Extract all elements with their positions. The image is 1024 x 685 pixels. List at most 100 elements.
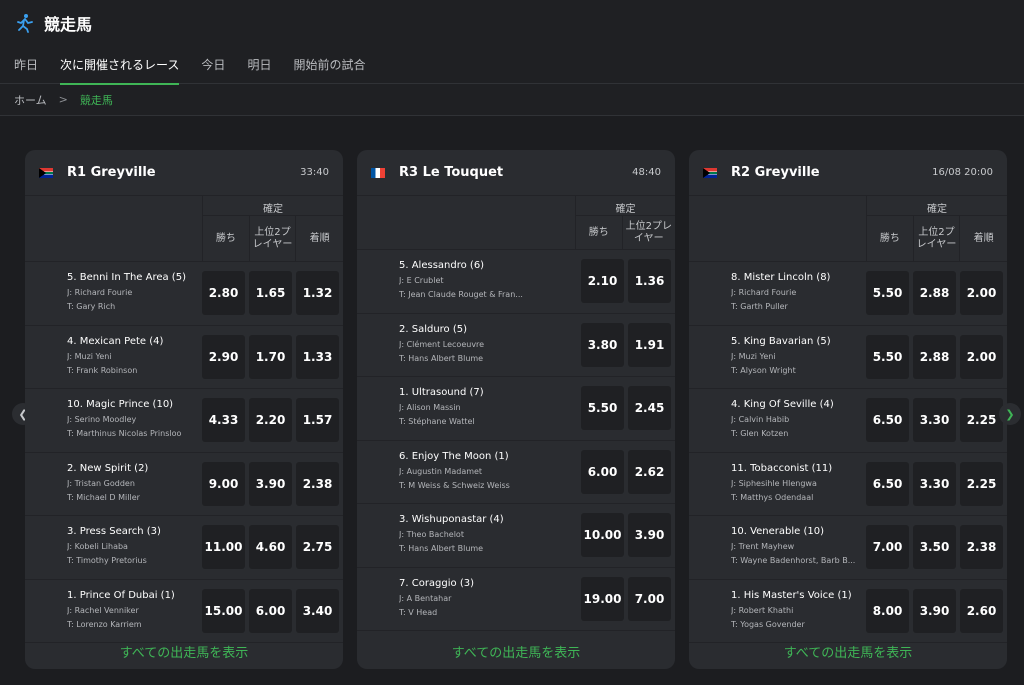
odds-win-button[interactable]: 11.00 xyxy=(202,525,245,570)
odds-top2-button[interactable]: 7.00 xyxy=(628,576,671,621)
odds-top2-button[interactable]: 1.70 xyxy=(249,334,292,379)
odds-place-button[interactable]: 2.25 xyxy=(960,461,1003,506)
tab-bar: 昨日 次に開催されるレース 今日 明日 開始前の試合 xyxy=(0,46,1024,85)
horse-racing-icon xyxy=(14,12,36,34)
runner-trainer: T: V Head xyxy=(399,607,438,617)
runner-name: 1. Prince Of Dubai (1) xyxy=(67,589,175,601)
tab-upcoming[interactable]: 開始前の試合 xyxy=(293,58,366,72)
breadcrumb-home[interactable]: ホーム xyxy=(14,93,47,107)
odds-win-button[interactable]: 15.00 xyxy=(202,588,245,633)
race-card: R2 Greyville 16/08 20:00 確定 勝ち 上位2プレイヤー … xyxy=(689,150,1007,669)
runner-trainer: T: Timothy Pretorius xyxy=(67,556,147,566)
runner-name: 6. Enjoy The Moon (1) xyxy=(399,450,509,462)
tab-tomorrow[interactable]: 明日 xyxy=(247,58,272,72)
odds-place-button[interactable]: 2.25 xyxy=(960,398,1003,443)
odds-win-button[interactable]: 3.80 xyxy=(581,322,624,367)
race-time: 33:40 xyxy=(300,167,329,178)
odds-top2-button[interactable]: 3.30 xyxy=(913,461,956,506)
runner-jockey: J: Clément Lecoeuvre xyxy=(399,339,485,349)
south-africa-flag-icon xyxy=(703,167,717,178)
race-card: R3 Le Touquet 48:40 確定 勝ち 上位2プレイヤー 5. Al… xyxy=(357,150,675,669)
runner-trainer: T: Lorenzo Karriem xyxy=(67,619,142,629)
odds-place-button[interactable]: 1.33 xyxy=(296,334,339,379)
odds-top2-button[interactable]: 1.65 xyxy=(249,271,292,316)
odds-header: 確定 勝ち 上位2プレイヤー 着順 xyxy=(25,196,343,262)
odds-place-button[interactable]: 2.38 xyxy=(296,461,339,506)
odds-top2-button[interactable]: 1.91 xyxy=(628,322,671,367)
odds-place-button[interactable]: 2.00 xyxy=(960,271,1003,316)
odds-top2-button[interactable]: 3.90 xyxy=(249,461,292,506)
odds-win-button[interactable]: 6.00 xyxy=(581,449,624,494)
odds-win-button[interactable]: 5.50 xyxy=(581,386,624,431)
odds-win-button[interactable]: 5.50 xyxy=(866,334,909,379)
odds-top2-button[interactable]: 4.60 xyxy=(249,525,292,570)
odds-win-button[interactable]: 6.50 xyxy=(866,461,909,506)
odds-top2-button[interactable]: 6.00 xyxy=(249,588,292,633)
odds-win-button[interactable]: 5.50 xyxy=(866,271,909,316)
race-card-header[interactable]: R3 Le Touquet 48:40 xyxy=(357,150,675,196)
odds-win-button[interactable]: 4.33 xyxy=(202,398,245,443)
odds-top2-button[interactable]: 2.62 xyxy=(628,449,671,494)
column-top2: 上位2プレイヤー xyxy=(250,216,297,261)
show-all-runners-link[interactable]: すべての出走馬を表示 xyxy=(783,646,913,661)
race-card-header[interactable]: R1 Greyville 33:40 xyxy=(25,150,343,196)
runner-row: 5. Alessandro (6) J: E Crublet T: Jean Cla… xyxy=(357,250,675,314)
runner-name: 10. Venerable (10) xyxy=(731,526,825,538)
race-time: 48:40 xyxy=(632,167,661,178)
odds-win-button[interactable]: 2.90 xyxy=(202,334,245,379)
runner-trainer: T: Hans Albert Blume xyxy=(399,544,484,554)
runner-trainer: T: Jean Claude Rouget & Fran... xyxy=(399,290,523,300)
breadcrumb: ホーム > 競走馬 xyxy=(0,84,1024,116)
odds-top2-button[interactable]: 3.50 xyxy=(913,525,956,570)
column-win: 勝ち xyxy=(867,216,914,261)
tab-today[interactable]: 今日 xyxy=(201,58,226,72)
column-win: 勝ち xyxy=(576,216,623,249)
show-all-runners-link[interactable]: すべての出走馬を表示 xyxy=(451,646,581,661)
odds-top2-button[interactable]: 2.88 xyxy=(913,334,956,379)
top-bar: 競走馬 xyxy=(0,0,1024,46)
odds-place-button[interactable]: 2.75 xyxy=(296,525,339,570)
runner-jockey: J: Augustin Madamet xyxy=(399,466,483,476)
odds-win-button[interactable]: 19.00 xyxy=(581,576,624,621)
runner-row: 2. Salduro (5) J: Clément Lecoeuvre T: Han… xyxy=(357,314,675,377)
tab-yesterday[interactable]: 昨日 xyxy=(14,58,39,72)
runner-row: 2. New Spirit (2) J: Tristan Godden T: Mic… xyxy=(25,453,343,516)
runner-trainer: T: Wayne Badenhorst, Barb B... xyxy=(731,556,856,566)
odds-win-button[interactable]: 2.10 xyxy=(581,259,624,304)
carousel-next-button[interactable]: ❯ xyxy=(999,403,1021,425)
runner-name: 2. Salduro (5) xyxy=(399,323,468,335)
odds-win-button[interactable]: 9.00 xyxy=(202,461,245,506)
odds-win-button[interactable]: 2.80 xyxy=(202,271,245,316)
race-card-header[interactable]: R2 Greyville 16/08 20:00 xyxy=(689,150,1007,196)
odds-top2-button[interactable]: 2.20 xyxy=(249,398,292,443)
odds-place-button[interactable]: 2.60 xyxy=(960,588,1003,633)
runner-trainer: T: Marthinus Nicolas Prinsloo xyxy=(67,429,182,439)
odds-win-button[interactable]: 6.50 xyxy=(866,398,909,443)
odds-top2-button[interactable]: 2.45 xyxy=(628,386,671,431)
odds-place-button[interactable]: 3.40 xyxy=(296,588,339,633)
runner-trainer: T: Frank Robinson xyxy=(67,365,138,375)
odds-win-button[interactable]: 7.00 xyxy=(866,525,909,570)
runner-jockey: J: Richard Fourie xyxy=(731,288,797,298)
odds-top2-button[interactable]: 3.90 xyxy=(913,588,956,633)
odds-top2-button[interactable]: 1.36 xyxy=(628,259,671,304)
odds-place-button[interactable]: 2.00 xyxy=(960,334,1003,379)
odds-top2-button[interactable]: 2.88 xyxy=(913,271,956,316)
odds-top2-button[interactable]: 3.30 xyxy=(913,398,956,443)
page-title: 競走馬 xyxy=(44,15,93,34)
confirm-label: 確定 xyxy=(576,196,675,216)
odds-place-button[interactable]: 1.57 xyxy=(296,398,339,443)
odds-place-button[interactable]: 1.32 xyxy=(296,271,339,316)
race-name: R3 Le Touquet xyxy=(399,165,504,180)
runner-name: 5. Alessandro (6) xyxy=(399,260,485,272)
runner-jockey: J: Robert Khathi xyxy=(731,605,794,615)
odds-win-button[interactable]: 10.00 xyxy=(581,513,624,558)
odds-win-button[interactable]: 8.00 xyxy=(866,588,909,633)
show-all-runners-link[interactable]: すべての出走馬を表示 xyxy=(119,646,249,661)
tab-next-races[interactable]: 次に開催されるレース xyxy=(60,46,180,85)
odds-place-button[interactable]: 2.38 xyxy=(960,525,1003,570)
runner-jockey: J: Muzi Yeni xyxy=(731,351,776,361)
runner-trainer: T: Michael D Miller xyxy=(67,492,140,502)
odds-top2-button[interactable]: 3.90 xyxy=(628,513,671,558)
runner-jockey: J: Tristan Godden xyxy=(67,478,135,488)
